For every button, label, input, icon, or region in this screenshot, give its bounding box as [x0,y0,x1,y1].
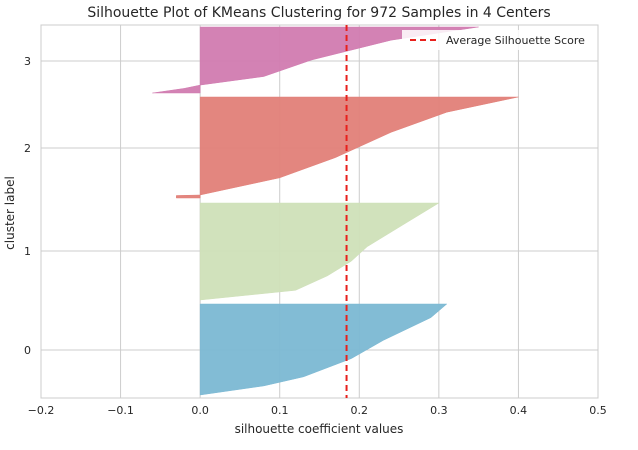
y-tick-label: 0 [24,344,31,357]
y-axis-label: cluster label [3,176,17,250]
x-tick-label: 0.3 [430,404,448,417]
legend-box [402,30,594,50]
x-tick-label: 0.5 [589,404,607,417]
silhouette-cluster-1 [199,202,440,301]
silhouette-cluster-3 [152,26,479,94]
plot-area [40,24,599,399]
x-tick-label: −0.1 [107,404,134,417]
x-axis-label: silhouette coefficient values [235,422,404,436]
x-tick-label: 0.1 [271,404,289,417]
x-tick-label: 0.2 [351,404,369,417]
x-tick-label: −0.2 [28,404,55,417]
chart-title: Silhouette Plot of KMeans Clustering for… [87,5,550,21]
x-tick-label: 0.0 [191,404,209,417]
x-tick-label: 0.4 [510,404,528,417]
legend: Average Silhouette Score [402,30,594,50]
y-tick-label: 3 [24,55,31,68]
y-tick-label: 1 [24,245,31,258]
legend-label-average-score: Average Silhouette Score [446,34,585,47]
y-tick-label: 2 [24,142,31,155]
silhouette-cluster-0 [199,303,448,396]
